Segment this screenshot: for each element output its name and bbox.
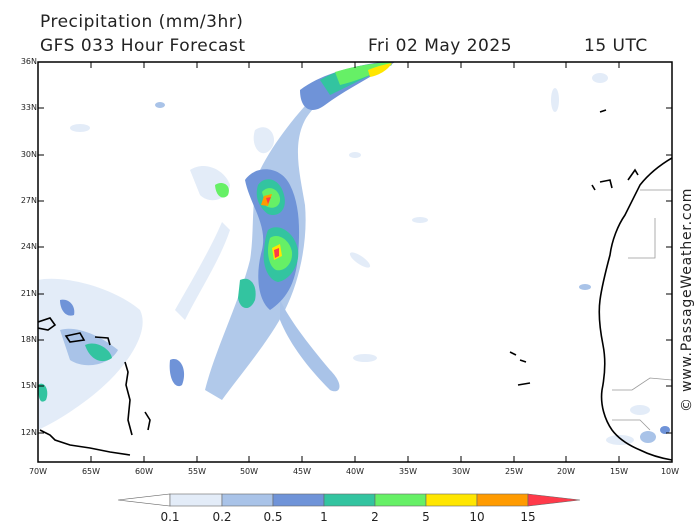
lon-label: 40W <box>345 467 365 476</box>
ticks <box>38 61 672 462</box>
forecast-label: GFS 033 Hour Forecast <box>40 36 246 56</box>
map-title: Precipitation (mm/3hr) <box>40 12 244 32</box>
legend-swatch <box>169 493 223 507</box>
lon-label: 50W <box>239 467 259 476</box>
legend-value: 5 <box>422 510 430 524</box>
lon-label: 20W <box>556 467 576 476</box>
lon-label: 10W <box>660 467 680 476</box>
lat-label: 36N <box>20 57 37 66</box>
lon-label: 35W <box>398 467 418 476</box>
lat-label: 27N <box>20 196 37 205</box>
credit-watermark: © www.PassageWeather.com <box>679 187 695 412</box>
lon-label: 25W <box>504 467 524 476</box>
lat-label: 12N <box>20 428 37 437</box>
coastline <box>591 157 672 461</box>
legend-swatch <box>374 493 427 507</box>
lon-label: 45W <box>292 467 312 476</box>
legend-swatch <box>476 493 529 507</box>
lon-label: 15W <box>609 467 629 476</box>
legend-value: 2 <box>371 510 379 524</box>
legend-swatch <box>221 493 274 507</box>
lat-label: 21N <box>20 289 37 298</box>
legend-value: 1 <box>320 510 328 524</box>
islands <box>38 109 607 456</box>
legend-swatch <box>425 493 478 507</box>
lat-label: 33N <box>20 103 37 112</box>
forecast-time: 15 UTC <box>584 36 648 56</box>
legend-arrow-high <box>527 493 581 507</box>
lon-label: 60W <box>134 467 154 476</box>
legend-value: 0.1 <box>160 510 180 524</box>
lon-label: 30W <box>451 467 471 476</box>
legend-swatch <box>323 493 376 507</box>
map-background <box>38 62 672 462</box>
lon-label: 55W <box>187 467 207 476</box>
legend-swatch <box>272 493 325 507</box>
lat-label: 18N <box>20 335 37 344</box>
legend-arrow-low <box>117 493 171 507</box>
lat-label: 15N <box>20 381 37 390</box>
lat-label: 24N <box>20 242 37 251</box>
legend-value: 10 <box>469 510 485 524</box>
lat-label: 30N <box>20 150 37 159</box>
legend-value: 0.2 <box>212 510 232 524</box>
legend-value: 15 <box>520 510 536 524</box>
lon-label: 70W <box>28 467 48 476</box>
forecast-date: Fri 02 May 2025 <box>368 36 513 56</box>
lon-label: 65W <box>81 467 101 476</box>
legend-value: 0.5 <box>263 510 283 524</box>
borders <box>612 189 672 431</box>
precipitation-field <box>38 62 670 445</box>
precip-legend-bar <box>117 493 581 507</box>
